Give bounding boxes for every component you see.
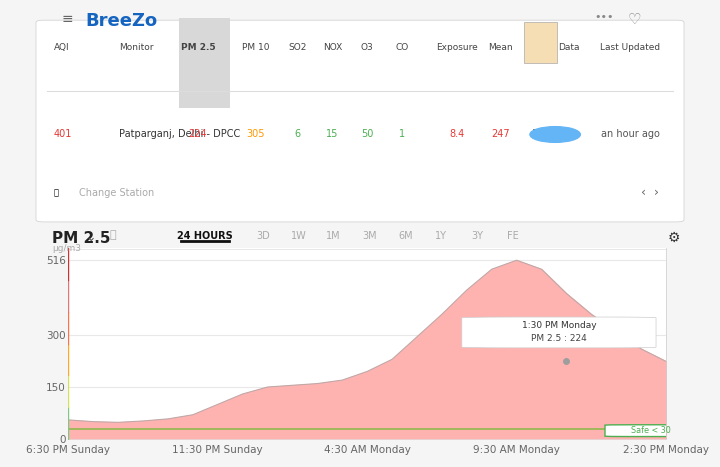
Text: 247: 247	[491, 129, 510, 140]
FancyBboxPatch shape	[36, 20, 684, 222]
Text: Exposure: Exposure	[436, 42, 478, 51]
Text: PM 10: PM 10	[242, 42, 269, 51]
Text: 3D: 3D	[256, 231, 270, 241]
Text: 1W: 1W	[291, 231, 307, 241]
Text: ⚙: ⚙	[668, 231, 680, 245]
Text: 24 HOURS: 24 HOURS	[177, 231, 233, 241]
Text: NOX: NOX	[323, 42, 342, 51]
Text: 15: 15	[326, 129, 339, 140]
Text: ⌄: ⌄	[85, 231, 96, 244]
Text: 1Y: 1Y	[436, 231, 447, 241]
Text: 305: 305	[246, 129, 265, 140]
Text: FE: FE	[508, 231, 519, 241]
Text: PM 2.5 : 224: PM 2.5 : 224	[531, 334, 587, 343]
Text: ⓘ: ⓘ	[109, 230, 116, 240]
Text: 3Y: 3Y	[472, 231, 483, 241]
Text: Patparganj, Delhi - DPCC: Patparganj, Delhi - DPCC	[119, 129, 240, 140]
FancyBboxPatch shape	[605, 425, 697, 437]
Text: 3M: 3M	[362, 231, 377, 241]
Text: 1:30 PM Monday: 1:30 PM Monday	[521, 321, 596, 330]
Text: 1M: 1M	[326, 231, 341, 241]
Text: 401: 401	[54, 129, 73, 140]
Text: Last Updated: Last Updated	[600, 42, 660, 51]
Text: O3: O3	[361, 42, 374, 51]
Text: µg/m3: µg/m3	[52, 244, 81, 253]
Text: an hour ago: an hour ago	[600, 129, 660, 140]
Text: •••: •••	[594, 12, 613, 21]
Text: Safe < 30: Safe < 30	[631, 426, 671, 435]
FancyBboxPatch shape	[524, 22, 557, 63]
Circle shape	[530, 127, 580, 142]
Text: 11: 11	[532, 129, 545, 140]
Text: BreeZo: BreeZo	[85, 12, 157, 30]
Text: 8.4: 8.4	[449, 129, 465, 140]
Text: 6M: 6M	[398, 231, 413, 241]
FancyBboxPatch shape	[462, 317, 656, 348]
Text: 224: 224	[189, 129, 207, 140]
FancyBboxPatch shape	[179, 18, 230, 107]
Text: ≡: ≡	[61, 12, 73, 26]
Text: 🔍: 🔍	[54, 188, 59, 197]
Text: PM 2.5: PM 2.5	[52, 231, 110, 246]
Text: 50: 50	[361, 129, 374, 140]
Text: CO: CO	[395, 42, 408, 51]
Text: AQI: AQI	[54, 42, 70, 51]
Text: Data: Data	[558, 42, 580, 51]
Text: ‹  ›: ‹ ›	[641, 186, 659, 199]
Text: PM 2.5: PM 2.5	[181, 42, 215, 51]
Text: Mean: Mean	[488, 42, 513, 51]
Text: ♡: ♡	[628, 12, 642, 27]
Text: 6: 6	[294, 129, 300, 140]
Text: Change Station: Change Station	[79, 188, 155, 198]
Text: 1: 1	[399, 129, 405, 140]
Text: Monitor: Monitor	[119, 42, 153, 51]
Text: SO2: SO2	[288, 42, 307, 51]
